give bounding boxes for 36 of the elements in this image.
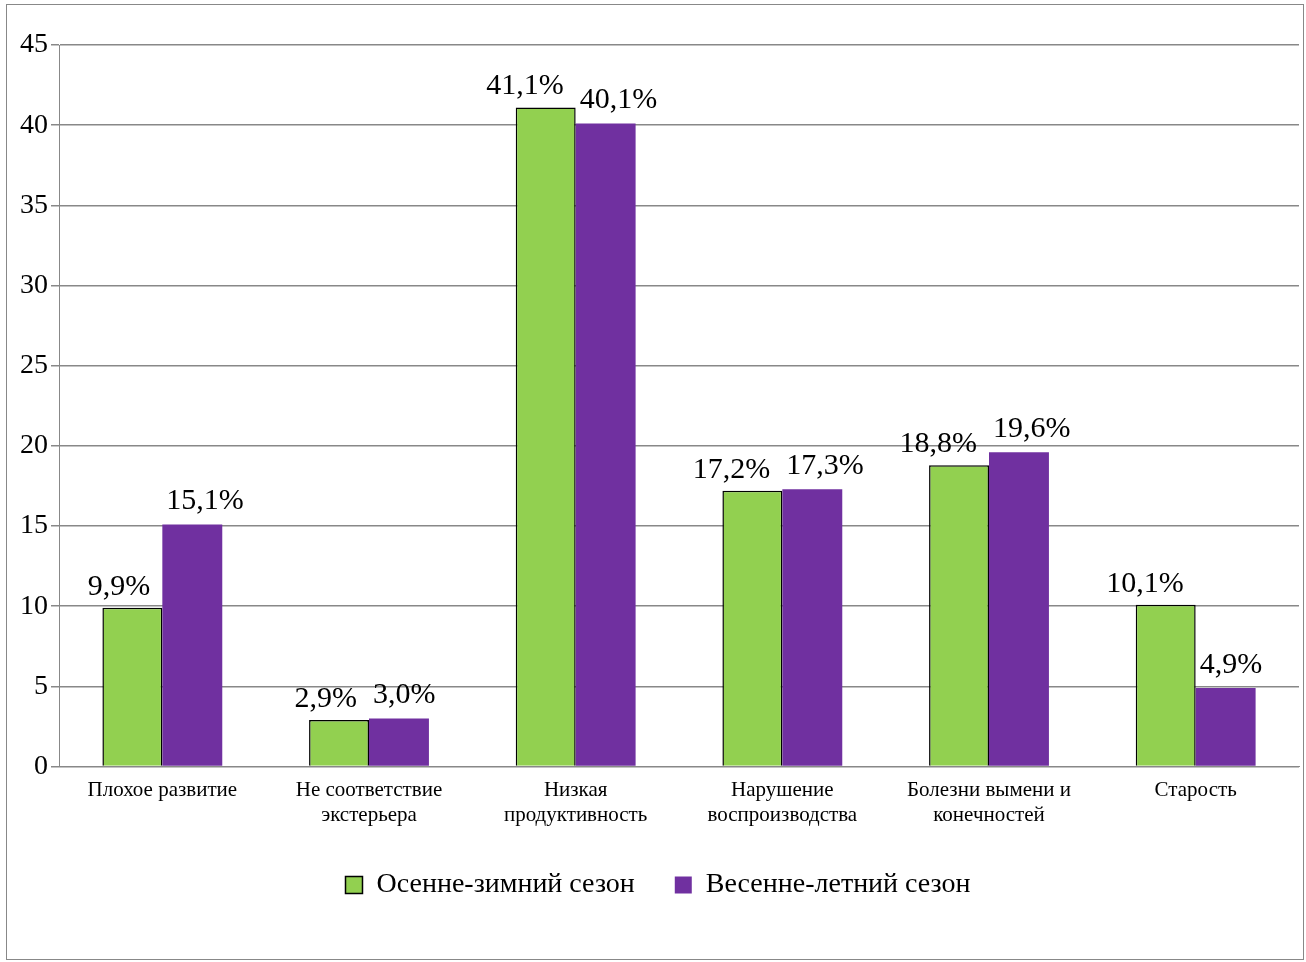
data-label: 3,0% [373, 676, 436, 710]
data-label: 9,9% [87, 567, 151, 601]
y-tick-label: 35 [20, 187, 48, 219]
data-label: 19,6% [993, 410, 1071, 444]
legend-label: Осенне-зимний сезон [376, 867, 635, 899]
bar [1195, 688, 1256, 766]
bar [575, 123, 636, 766]
x-tick-label: Нарушение воспроизводства [707, 776, 858, 826]
y-tick-label: 20 [20, 428, 48, 460]
x-tick-label: Низкая продуктивность [503, 776, 648, 826]
data-label: 2,9% [294, 679, 357, 713]
x-tick-label: Старость [1154, 776, 1237, 801]
y-tick-label: 10 [20, 588, 48, 620]
bar [162, 524, 223, 766]
data-label: 40,1% [579, 81, 658, 115]
y-tick-label: 30 [20, 267, 48, 299]
data-label: 17,2% [692, 450, 771, 484]
legend-label: Весенне-летний сезон [705, 867, 971, 899]
data-label: 4,9% [1199, 645, 1263, 679]
x-tick-label: Болезни вымени и конечностей [907, 776, 1071, 826]
data-label: 10,1% [1106, 564, 1184, 598]
data-label: 17,3% [786, 447, 864, 481]
x-tick-label: Плохое развитие [87, 776, 238, 801]
y-tick-label: 5 [34, 668, 48, 700]
y-tick-label: 0 [34, 748, 48, 780]
data-label: 41,1% [486, 67, 564, 101]
y-tick-label: 45 [20, 27, 48, 59]
data-label: 18,8% [899, 425, 977, 459]
bar [782, 489, 843, 766]
bar [369, 718, 429, 766]
bar [989, 452, 1049, 766]
y-tick-label: 25 [20, 348, 48, 380]
y-tick-label: 15 [20, 508, 48, 540]
y-tick-label: 40 [20, 107, 48, 139]
x-tick-label: Не соответствие экстерьера [295, 776, 443, 826]
data-label: 15,1% [166, 482, 244, 516]
